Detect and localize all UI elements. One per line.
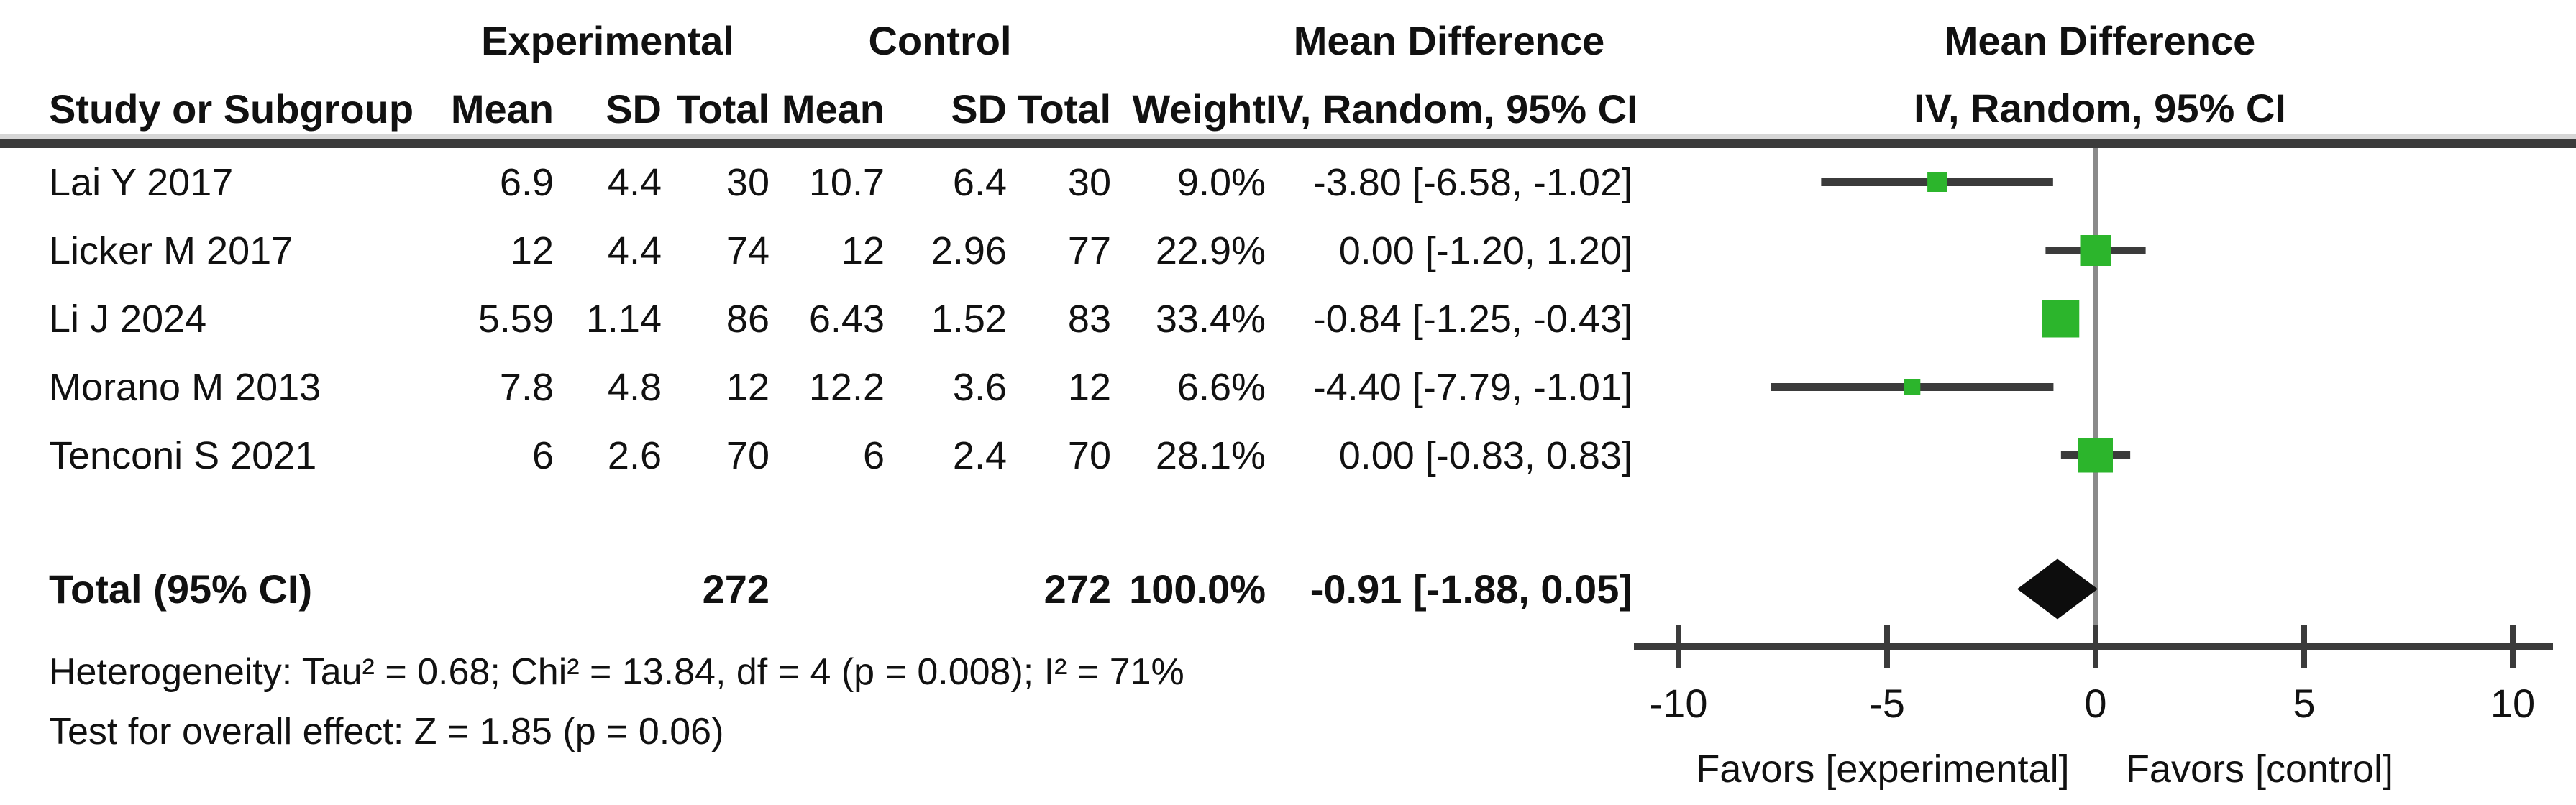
study-rows: Lai Y 2017 6.9 4.4 30 10.7 6.4 30 9.0% -3.80 [-6… <box>0 148 1632 489</box>
study-name: Morano M 2013 <box>49 365 321 409</box>
total-diamond <box>2017 558 2098 620</box>
cell-sd-control: 3.6 <box>952 365 1007 409</box>
effect-square <box>1927 172 1947 192</box>
col-study-or-subgroup: Study or Subgroup <box>49 86 414 132</box>
experimental-group-header: Experimental <box>481 18 734 63</box>
cell-total-control: 70 <box>1067 433 1111 477</box>
header-separator-light <box>0 134 2576 139</box>
study-row: Morano M 2013 7.8 4.8 12 12.2 3.6 12 6.6% -4.40 … <box>0 353 1632 421</box>
effect-column-header: Mean Difference <box>1293 18 1605 63</box>
cell-mean-experimental: 7.8 <box>499 365 554 409</box>
header-separator-dark <box>0 139 2576 148</box>
favors-experimental-label: Favors [experimental] <box>1696 748 2069 791</box>
effect-square <box>2042 300 2080 338</box>
total-control-n: 272 <box>1043 566 1111 612</box>
cell-sd-control: 6.4 <box>952 160 1007 204</box>
cell-mean-experimental: 6 <box>531 433 554 477</box>
cell-ci-text: 0.00 [-1.20, 1.20] <box>1338 229 1632 272</box>
study-row: Licker M 2017 12 4.4 74 12 2.96 77 22.9% 0.00 [-… <box>0 216 1632 285</box>
col-sd-experimental: SD <box>606 86 662 132</box>
cell-sd-control: 2.4 <box>952 433 1007 477</box>
cell-mean-control: 12.2 <box>808 365 885 409</box>
x-axis-tick-label: -5 <box>1869 681 1905 726</box>
effect-square <box>2080 235 2111 266</box>
total-label: Total (95% CI) <box>49 566 313 612</box>
cell-ci-text: -0.84 [-1.25, -0.43] <box>1312 297 1632 341</box>
col-mean-control: Mean <box>781 86 885 132</box>
cell-ci-text: -4.40 [-7.79, -1.01] <box>1312 365 1632 409</box>
col-total-experimental: Total <box>676 86 769 132</box>
cell-total-control: 30 <box>1067 160 1111 204</box>
cell-total-experimental: 12 <box>726 365 769 409</box>
study-name: Li J 2024 <box>49 297 207 341</box>
total-row: Total (95% CI) 272 272 100.0% -0.91 [-1.… <box>0 555 1632 623</box>
cell-sd-control: 2.96 <box>931 229 1007 272</box>
overall-effect-text: Test for overall effect: Z = 1.85 (p = 0… <box>49 711 724 753</box>
study-row: Li J 2024 5.59 1.14 86 6.43 1.52 83 33.4% -0.84 … <box>0 285 1632 353</box>
x-axis-tick-label: 10 <box>2490 681 2535 726</box>
x-axis-tick-label: 0 <box>2084 681 2106 726</box>
cell-ci-text: -3.80 [-6.58, -1.02] <box>1312 160 1632 204</box>
col-ci: IV, Random, 95% CI <box>1266 86 1638 132</box>
cell-sd-experimental: 4.4 <box>607 160 662 204</box>
cell-weight: 6.6% <box>1177 365 1266 409</box>
column-header-row: Study or Subgroup Mean SD Total Mean SD … <box>0 75 1638 143</box>
col-weight: Weight <box>1132 86 1266 132</box>
x-axis-tick-label: -10 <box>1650 681 1708 726</box>
effect-square <box>2078 438 2113 473</box>
total-weight: 100.0% <box>1129 566 1266 612</box>
cell-mean-experimental: 5.59 <box>478 297 554 341</box>
heterogeneity-text: Heterogeneity: Tau² = 0.68; Chi² = 13.84… <box>49 651 1184 693</box>
col-sd-control: SD <box>951 86 1007 132</box>
study-row: Tenconi S 2021 6 2.6 70 6 2.4 70 28.1% 0.00 [-0.… <box>0 421 1632 489</box>
x-axis-tick-label: 5 <box>2293 681 2315 726</box>
effect-square <box>1904 379 1921 395</box>
total-experimental-n: 272 <box>702 566 769 612</box>
study-name: Licker M 2017 <box>49 229 293 272</box>
study-name: Lai Y 2017 <box>49 160 234 204</box>
cell-total-control: 12 <box>1067 365 1111 409</box>
cell-total-experimental: 86 <box>726 297 769 341</box>
cell-mean-control: 10.7 <box>808 160 885 204</box>
cell-sd-experimental: 4.4 <box>607 229 662 272</box>
cell-ci-text: 0.00 [-0.83, 0.83] <box>1338 433 1632 477</box>
study-name: Tenconi S 2021 <box>49 433 317 477</box>
cell-weight: 28.1% <box>1155 433 1266 477</box>
control-group-header: Control <box>868 18 1012 63</box>
cell-mean-control: 6 <box>862 433 885 477</box>
cell-total-control: 83 <box>1067 297 1111 341</box>
plot-header: Mean Difference <box>1944 18 2256 63</box>
col-total-control: Total <box>1018 86 1111 132</box>
cell-mean-experimental: 12 <box>510 229 554 272</box>
cell-sd-experimental: 2.6 <box>607 433 662 477</box>
study-row: Lai Y 2017 6.9 4.4 30 10.7 6.4 30 9.0% -3.80 [-6… <box>0 148 1632 216</box>
cell-mean-experimental: 6.9 <box>499 160 554 204</box>
plot-subheader: IV, Random, 95% CI <box>1914 86 2286 131</box>
cell-weight: 9.0% <box>1177 160 1266 204</box>
cell-total-experimental: 70 <box>726 433 769 477</box>
cell-mean-control: 6.43 <box>808 297 885 341</box>
cell-mean-control: 12 <box>841 229 885 272</box>
cell-sd-experimental: 1.14 <box>585 297 662 341</box>
col-mean-experimental: Mean <box>450 86 554 132</box>
cell-sd-control: 1.52 <box>931 297 1007 341</box>
cell-weight: 22.9% <box>1155 229 1266 272</box>
cell-total-experimental: 30 <box>726 160 769 204</box>
cell-sd-experimental: 4.8 <box>607 365 662 409</box>
cell-total-control: 77 <box>1067 229 1111 272</box>
total-ci-text: -0.91 [-1.88, 0.05] <box>1310 566 1632 612</box>
favors-control-label: Favors [control] <box>2126 748 2393 791</box>
cell-weight: 33.4% <box>1155 297 1266 341</box>
cell-total-experimental: 74 <box>726 229 769 272</box>
